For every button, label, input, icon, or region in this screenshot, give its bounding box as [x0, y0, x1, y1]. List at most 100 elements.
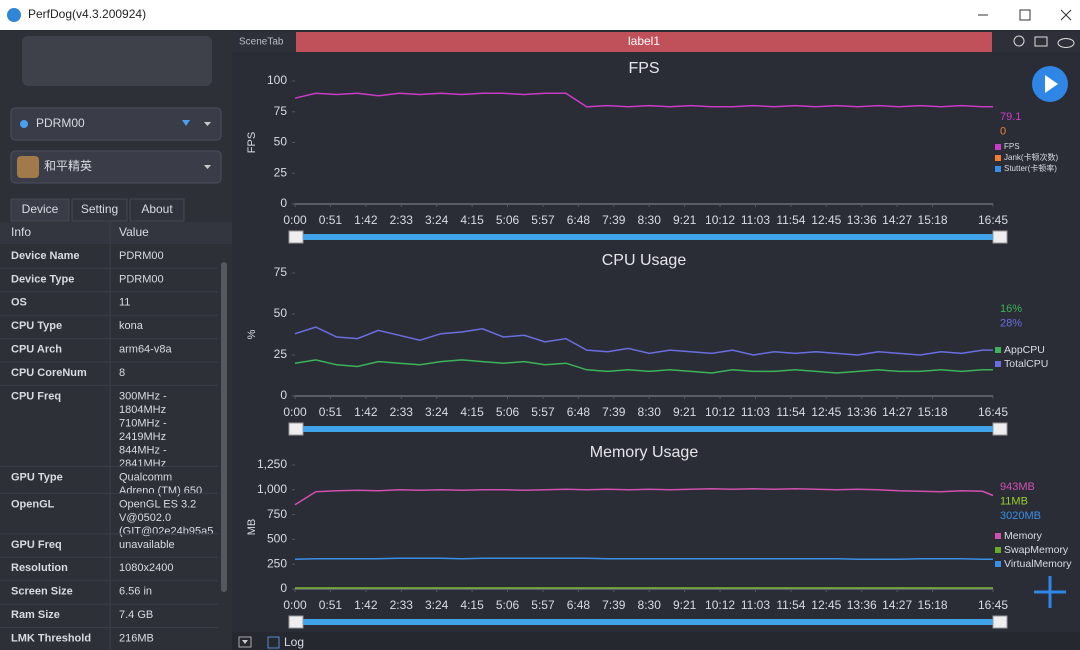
tab[interactable]: [10, 198, 70, 222]
x-tick-label: 15:18: [918, 213, 948, 227]
legend-swatch: [995, 144, 1001, 150]
app-select[interactable]: [10, 150, 222, 184]
info-value: 6.56 in: [119, 586, 152, 598]
x-tick-label: 1:42: [354, 598, 378, 612]
x-tick-label: 5:06: [496, 598, 520, 612]
device-select[interactable]: [10, 107, 222, 141]
y-tick-label: 25: [274, 347, 288, 361]
current-value: 3020MB: [1000, 510, 1041, 522]
x-tick-label: 11:54: [776, 405, 805, 419]
x-tick-label: 4:15: [460, 213, 484, 227]
location-icon[interactable]: [1013, 35, 1025, 47]
info-label: CPU CoreNum: [11, 367, 87, 379]
tab[interactable]: [129, 198, 185, 222]
info-value: 1804MHz: [119, 404, 166, 416]
y-tick-label: 75: [274, 104, 288, 118]
series-line: [294, 557, 993, 560]
x-tick-label: 11:54: [776, 598, 805, 612]
info-value: Adreno (TM) 650: [119, 485, 202, 497]
y-tick-label: 0: [280, 388, 287, 402]
range-slider[interactable]: [300, 234, 995, 240]
range-slider[interactable]: [300, 619, 995, 625]
x-tick-label: 0:00: [283, 405, 307, 419]
legend-label: FPS: [1004, 142, 1020, 151]
legend-swatch: [995, 155, 1001, 161]
tab[interactable]: [71, 198, 128, 222]
x-tick-label: 0:00: [283, 598, 307, 612]
slider-handle[interactable]: [288, 615, 304, 629]
add-button[interactable]: [1034, 576, 1066, 608]
info-value: 844MHz -: [119, 444, 167, 456]
y-tick-label: 0: [280, 196, 287, 210]
legend-swatch: [995, 347, 1001, 353]
collapse-button[interactable]: [238, 636, 252, 648]
x-tick-label: 3:24: [425, 598, 449, 612]
scene-tab[interactable]: [296, 32, 992, 52]
x-tick-label: 5:57: [531, 213, 555, 227]
title-bar: [0, 0, 1080, 30]
x-tick-label: 0:51: [319, 598, 343, 612]
y-axis-label: MB: [246, 519, 258, 536]
x-tick-label: 1:42: [354, 213, 378, 227]
legend-label: AppCPU: [1004, 344, 1045, 356]
x-tick-label: 6:48: [567, 405, 591, 419]
table-header: [0, 222, 232, 244]
close-button[interactable]: [1060, 9, 1072, 21]
chart-title: FPS: [628, 60, 659, 77]
x-tick-label: 10:12: [705, 598, 735, 612]
device-name: PDRM00: [36, 116, 85, 130]
scrollbar[interactable]: [221, 262, 227, 592]
slider-handle[interactable]: [288, 230, 304, 244]
x-tick-label: 0:00: [283, 213, 307, 227]
link-icon: [182, 120, 190, 126]
y-tick-label: 25: [274, 165, 288, 179]
slider-handle[interactable]: [288, 422, 304, 436]
info-value: 300MHz -: [119, 390, 167, 402]
info-label: Device Type: [11, 273, 74, 285]
slider-handle[interactable]: [992, 230, 1008, 244]
info-label: CPU Arch: [11, 344, 62, 356]
log-checkbox[interactable]: [267, 636, 280, 649]
x-tick-label: 5:06: [496, 405, 520, 419]
info-label: CPU Freq: [11, 390, 61, 402]
slider-handle[interactable]: [992, 422, 1008, 436]
info-value: 216MB: [119, 632, 154, 644]
x-tick-label: 11:03: [741, 598, 770, 612]
legend-swatch: [995, 533, 1001, 539]
app-icon: [7, 8, 21, 22]
x-tick-label: 7:39: [602, 213, 626, 227]
dropdown-arrow: [204, 122, 211, 126]
x-tick-label: 6:48: [567, 598, 591, 612]
legend-label: VirtualMemory: [1004, 558, 1072, 570]
x-tick-label: 0:51: [319, 405, 343, 419]
info-value: V@0502.0: [119, 512, 171, 524]
x-tick-label: 10:12: [705, 405, 735, 419]
legend-swatch: [995, 547, 1001, 553]
y-tick-label: 1,000: [257, 482, 287, 496]
info-value: kona: [119, 320, 144, 332]
x-tick-label: 14:27: [882, 598, 912, 612]
y-tick-label: 75: [274, 265, 288, 279]
x-tick-label: 9:21: [673, 213, 697, 227]
x-tick-label: 1:42: [354, 405, 378, 419]
series-line: [294, 359, 993, 374]
x-tick-label: 6:48: [567, 213, 591, 227]
folder-icon[interactable]: [1034, 36, 1048, 47]
info-value: 2419MHz: [119, 431, 166, 443]
legend-label: Memory: [1004, 530, 1043, 542]
x-tick-label: 11:03: [741, 405, 770, 419]
series-line: [294, 326, 993, 356]
current-value: 79.1: [1000, 111, 1021, 123]
info-label: LMK Threshold: [11, 632, 91, 644]
slider-handle[interactable]: [992, 615, 1008, 629]
info-value: arm64-v8a: [119, 344, 172, 356]
range-slider[interactable]: [300, 426, 995, 432]
chart-title: Memory Usage: [590, 444, 699, 461]
info-label: Resolution: [11, 562, 68, 574]
y-tick-label: 500: [267, 532, 287, 546]
info-label: OpenGL: [11, 498, 55, 510]
dropdown-arrow: [204, 165, 211, 169]
maximize-button[interactable]: [1019, 9, 1031, 21]
x-tick-label: 9:21: [673, 598, 697, 612]
cloud-icon[interactable]: [1057, 38, 1075, 48]
